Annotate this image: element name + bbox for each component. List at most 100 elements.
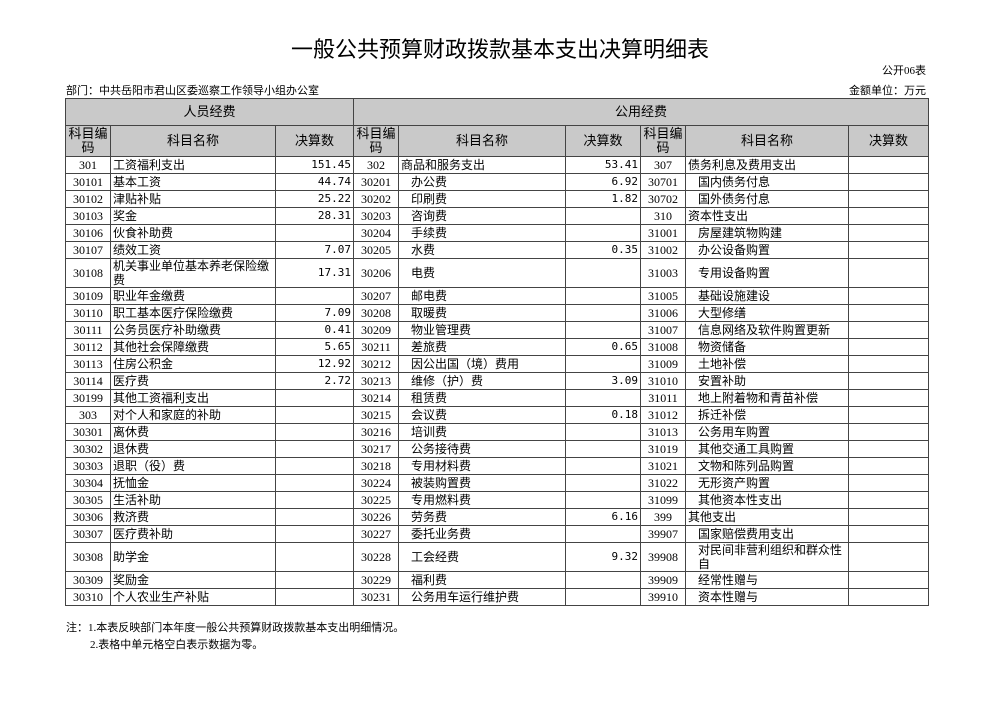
table-row: 30108 机关事业单位基本养老保险缴费 17.31 30206 电费 31003 专用设备…	[65, 258, 930, 288]
name-cell: 救济费	[110, 508, 276, 526]
amount-cell	[565, 321, 642, 339]
amount-cell	[274, 525, 355, 543]
table-row: 30306 救济费 30226 劳务费 6.16 399 其他支出	[65, 508, 930, 526]
table-row: 30199 其他工资福利支出 30214 租赁费 31011 地上附着物和青苗补偿	[65, 389, 930, 407]
code-cell: 30111	[65, 321, 111, 339]
amount-cell	[848, 207, 930, 225]
amount-cell	[848, 588, 930, 606]
amount-cell	[848, 338, 930, 356]
name-cell: 土地补偿	[685, 355, 850, 373]
amount-cell	[848, 389, 930, 407]
amount-cell	[565, 304, 642, 322]
table-row: 30307 医疗费补助 30227 委托业务费 39907 国家赔偿费用支出	[65, 525, 930, 543]
amount-cell: 28.31	[274, 207, 355, 225]
name-cell: 被装购置费	[398, 474, 567, 492]
code-cell: 30113	[65, 355, 111, 373]
code-cell: 30304	[65, 474, 111, 492]
name-cell: 住房公积金	[110, 355, 276, 373]
group-row: 人员经费 公用经费	[64, 98, 930, 126]
name-cell: 差旅费	[398, 338, 567, 356]
name-cell: 医疗费	[110, 372, 276, 390]
amount-cell	[565, 474, 642, 492]
name-cell: 个人农业生产补贴	[110, 588, 276, 606]
table-row: 30101 基本工资 44.74 30201 办公费 6.92 30701 国内债务付息	[65, 173, 930, 191]
amount-cell	[274, 287, 355, 305]
amount-cell	[848, 241, 930, 259]
name-cell: 物资储备	[685, 338, 850, 356]
code-cell: 31012	[640, 406, 687, 424]
amount-cell	[565, 287, 642, 305]
code-cell: 30229	[353, 571, 400, 589]
amount-cell	[565, 423, 642, 441]
column-header: 科目名称	[685, 125, 850, 157]
amount-cell	[848, 423, 930, 441]
expense-table: 人员经费 公用经费 科目编码 科目名称 决算数 科目编码 科目名称 决算数 科目编码 科目名称 决算…	[64, 98, 930, 606]
code-cell: 30307	[65, 525, 111, 543]
name-cell: 地上附着物和青苗补偿	[685, 389, 850, 407]
code-cell: 30108	[65, 258, 111, 288]
table-row: 30305 生活补助 30225 专用燃料费 31099 其他资本性支出	[65, 491, 930, 509]
code-cell: 30102	[65, 190, 111, 208]
code-cell: 30227	[353, 525, 400, 543]
code-cell: 31013	[640, 423, 687, 441]
amount-cell: 3.09	[565, 372, 642, 390]
name-cell: 基础设施建设	[685, 287, 850, 305]
name-cell: 拆迁补偿	[685, 406, 850, 424]
code-cell: 31022	[640, 474, 687, 492]
code-cell: 30216	[353, 423, 400, 441]
amount-cell: 9.32	[565, 542, 642, 572]
name-cell: 专用材料费	[398, 457, 567, 475]
amount-cell	[848, 224, 930, 242]
amount-cell	[848, 156, 930, 174]
amount-cell	[565, 571, 642, 589]
code-cell: 30306	[65, 508, 111, 526]
name-cell: 公务员医疗补助缴费	[110, 321, 276, 339]
code-cell: 30231	[353, 588, 400, 606]
name-cell: 退职（役）费	[110, 457, 276, 475]
name-cell: 办公费	[398, 173, 567, 191]
code-cell: 31019	[640, 440, 687, 458]
amount-cell	[565, 491, 642, 509]
amount-cell	[848, 406, 930, 424]
department: 部门：中共岳阳市君山区委巡察工作领导小组办公室	[66, 85, 319, 97]
name-cell: 公务接待费	[398, 440, 567, 458]
code-cell: 30214	[353, 389, 400, 407]
name-cell: 退休费	[110, 440, 276, 458]
table-row: 30308 助学金 30228 工会经费 9.32 39908 对民间非营利组织和群众性自	[65, 542, 930, 572]
amount-cell	[274, 457, 355, 475]
name-cell: 其他支出	[685, 508, 850, 526]
code-cell: 39909	[640, 571, 687, 589]
table-row: 30111 公务员医疗补助缴费 0.41 30209 物业管理费 31007 信息网络及软件…	[65, 321, 930, 339]
amount-cell: 1.82	[565, 190, 642, 208]
name-cell: 对个人和家庭的补助	[110, 406, 276, 424]
table-row: 301 工资福利支出 151.45 302 商品和服务支出 53.41 307 债务利息及费用…	[65, 156, 930, 174]
amount-cell	[848, 491, 930, 509]
name-cell: 助学金	[110, 542, 276, 572]
code-cell: 31010	[640, 372, 687, 390]
table-row: 30107 绩效工资 7.07 30205 水费 0.35 31002 办公设备购置	[65, 241, 930, 259]
name-cell: 资本性赠与	[685, 588, 850, 606]
column-header: 决算数	[848, 125, 930, 157]
code-cell: 30309	[65, 571, 111, 589]
name-cell: 离休费	[110, 423, 276, 441]
name-cell: 绩效工资	[110, 241, 276, 259]
amount-cell	[848, 355, 930, 373]
name-cell: 国外债务付息	[685, 190, 850, 208]
amount-cell: 25.22	[274, 190, 355, 208]
column-header: 决算数	[274, 125, 355, 157]
name-cell: 邮电费	[398, 287, 567, 305]
amount-cell	[848, 372, 930, 390]
name-cell: 无形资产购置	[685, 474, 850, 492]
amount-cell	[274, 440, 355, 458]
name-cell: 电费	[398, 258, 567, 288]
name-cell: 生活补助	[110, 491, 276, 509]
column-header: 科目名称	[398, 125, 567, 157]
name-cell: 因公出国（境）费用	[398, 355, 567, 373]
amount-cell	[274, 491, 355, 509]
code-cell: 31005	[640, 287, 687, 305]
code-cell: 30302	[65, 440, 111, 458]
code-cell: 30114	[65, 372, 111, 390]
code-cell: 31009	[640, 355, 687, 373]
name-cell: 基本工资	[110, 173, 276, 191]
